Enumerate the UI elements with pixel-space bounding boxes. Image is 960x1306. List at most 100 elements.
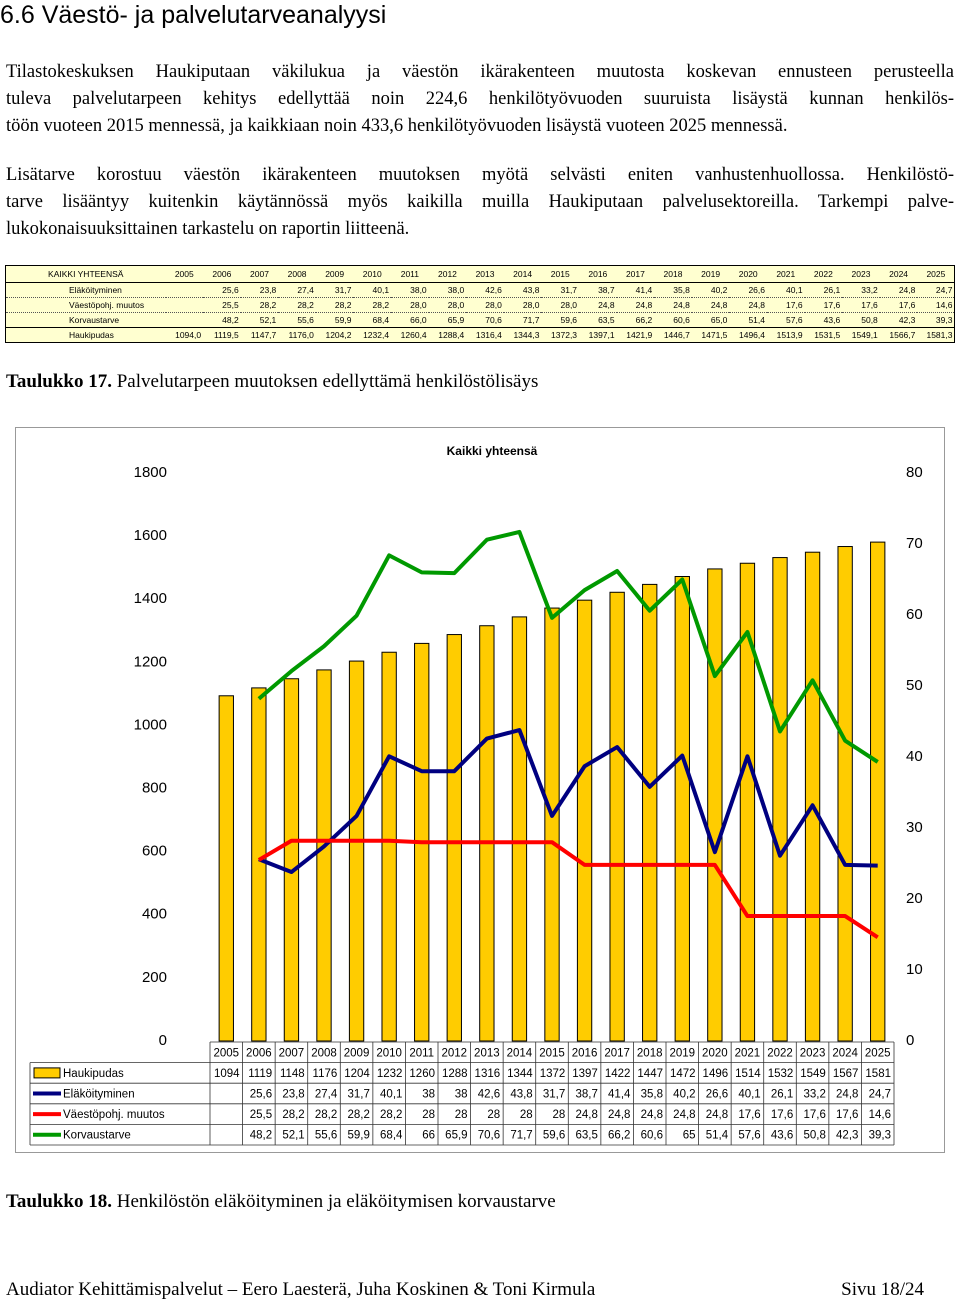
table-row: Eläköityminen 25,6 23,8 27,4 31,7 40,1 38,0 38,…: [5, 282, 955, 298]
data-label: 38,7: [575, 1089, 597, 1101]
data-label: 42,3: [836, 1130, 858, 1142]
y2-tick-label: 30: [906, 819, 923, 836]
data-label: 66,2: [608, 1130, 630, 1142]
x-tick-label: 2020: [702, 1047, 728, 1059]
data-label: 17,6: [836, 1109, 858, 1121]
data-label: 1581: [865, 1068, 891, 1080]
header-cell: 2018: [654, 265, 692, 283]
y2-tick-label: 80: [906, 464, 923, 481]
data-label: 1567: [833, 1068, 859, 1080]
x-tick-label: 2023: [800, 1047, 826, 1059]
header-cell: 2023: [842, 265, 880, 283]
data-label: 1344: [507, 1068, 533, 1080]
cell: 59,6: [541, 312, 580, 328]
row-label: Väestöpohj. muutos: [5, 297, 166, 313]
cell: 43,6: [804, 312, 843, 328]
data-label: 35,8: [641, 1089, 663, 1101]
x-tick-label: 2018: [637, 1047, 663, 1059]
data-label: 28,2: [315, 1109, 337, 1121]
cell: 17,6: [767, 297, 805, 313]
header-cell: 2024: [879, 265, 918, 283]
data-label: 1176: [313, 1068, 338, 1080]
cell: 65,0: [691, 312, 730, 328]
cell: 68,4: [353, 312, 392, 328]
cell: 1176,0: [278, 327, 316, 343]
bar: [674, 576, 690, 1042]
cell: 33,2: [842, 282, 880, 298]
data-label: 43,6: [771, 1130, 793, 1142]
cell: 50,8: [842, 312, 880, 328]
cell: 28,0: [428, 297, 467, 313]
data-label: 17,6: [803, 1109, 825, 1121]
header-cell: 2010: [353, 265, 392, 283]
data-label: 1372: [540, 1068, 566, 1080]
cell: 31,7: [315, 282, 354, 298]
cell: 24,8: [879, 282, 918, 298]
heading: 6.6 Väestö- ja palvelutarveanalyysi: [0, 1, 387, 29]
data-label: 41,4: [608, 1089, 631, 1101]
data-label: 1148: [280, 1068, 305, 1080]
cell: 38,7: [579, 282, 617, 298]
row-label: Korvaustarve: [5, 312, 166, 328]
y-tick-label: 400: [142, 906, 167, 923]
row-label: Eläköityminen: [5, 282, 166, 298]
cell: 1232,4: [353, 327, 392, 343]
data-label: 38: [422, 1089, 435, 1101]
cell: 55,6: [278, 312, 316, 328]
data-label: 1447: [637, 1068, 663, 1080]
text-line: Lisätarve korostuu väestön ikärakenteen …: [6, 165, 954, 185]
data-label: 43,8: [510, 1089, 532, 1101]
cell: 40,1: [353, 282, 392, 298]
x-tick-label: 2008: [311, 1047, 337, 1059]
cell: 24,8: [691, 297, 730, 313]
data-label: 40,1: [738, 1089, 760, 1101]
data-label: 1496: [703, 1068, 729, 1080]
cell: 1288,4: [428, 327, 467, 343]
data-label: 24,7: [869, 1089, 891, 1101]
header-cell: KAIKKI YHTEENSÄ: [5, 265, 166, 283]
cell: [165, 282, 204, 298]
cell: 26,6: [729, 282, 767, 298]
text-line: lukokonaisuuksittainen tarkastelu on rap…: [6, 219, 410, 239]
data-label: 59,9: [347, 1130, 369, 1142]
y-tick-label: 1800: [134, 464, 167, 481]
data-label: 70,6: [478, 1130, 500, 1142]
data-label: 48,2: [250, 1130, 272, 1142]
legend-label: Haukipudas: [63, 1068, 124, 1080]
cell: 1581,3: [917, 327, 955, 343]
data-label: 28: [422, 1109, 435, 1121]
cell: 1566,7: [879, 327, 918, 343]
paragraph: Tilastokeskuksen Haukiputaan väkilukua j…: [6, 59, 954, 140]
cell: 60,6: [654, 312, 692, 328]
header-cell: 2015: [541, 265, 580, 283]
data-label: 27,4: [315, 1089, 338, 1101]
cell: 28,2: [315, 297, 354, 313]
data-label: 28,2: [282, 1109, 304, 1121]
x-tick-label: 2007: [279, 1047, 305, 1059]
text-line: tuleva palvelutarpeen kehitys edellyttää…: [6, 89, 954, 109]
cell: [165, 297, 204, 313]
cell: 51,4: [729, 312, 767, 328]
cell: 28,2: [353, 297, 392, 313]
cell: 48,2: [203, 312, 241, 328]
footer-right: Sivu 18/24: [841, 1279, 924, 1300]
cell: 24,8: [729, 297, 767, 313]
bar: [642, 583, 658, 1042]
bar: [576, 599, 593, 1042]
y2-tick-label: 70: [906, 535, 923, 552]
bar: [739, 562, 756, 1042]
data-label: 24,8: [673, 1109, 695, 1121]
cell: 42,3: [879, 312, 918, 328]
cell: 1204,2: [315, 327, 354, 343]
data-label: 28: [520, 1109, 533, 1121]
data-label: 24,8: [608, 1109, 630, 1121]
cell: 38,0: [391, 282, 429, 298]
bar: [772, 557, 788, 1042]
data-label: 28: [455, 1109, 468, 1121]
text-line: Tilastokeskuksen Haukiputaan väkilukua j…: [6, 62, 954, 82]
data-label: 68,4: [380, 1130, 403, 1142]
bar: [479, 625, 495, 1042]
x-tick-label: 2009: [344, 1047, 370, 1059]
cell: 24,8: [616, 297, 655, 313]
cell: 1513,9: [767, 327, 805, 343]
